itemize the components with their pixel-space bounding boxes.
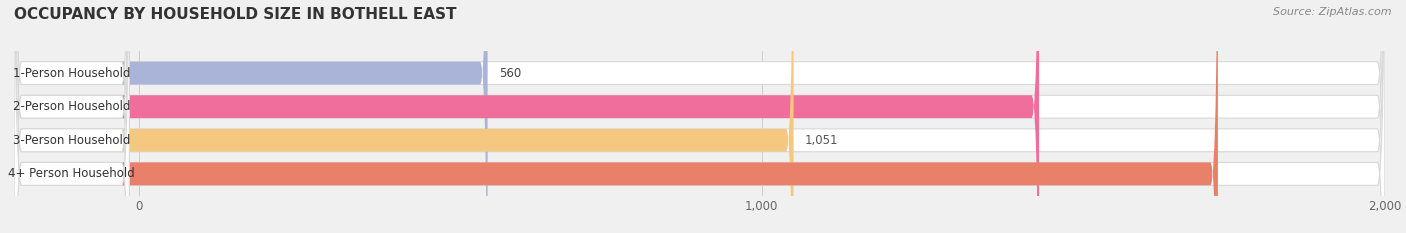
Text: OCCUPANCY BY HOUSEHOLD SIZE IN BOTHELL EAST: OCCUPANCY BY HOUSEHOLD SIZE IN BOTHELL E…	[14, 7, 457, 22]
FancyBboxPatch shape	[14, 0, 1385, 233]
FancyBboxPatch shape	[14, 0, 129, 233]
FancyBboxPatch shape	[14, 0, 1385, 233]
FancyBboxPatch shape	[14, 0, 129, 233]
FancyBboxPatch shape	[14, 0, 1039, 233]
Text: 1,051: 1,051	[804, 134, 838, 147]
FancyBboxPatch shape	[14, 0, 793, 233]
Text: 2-Person Household: 2-Person Household	[13, 100, 131, 113]
Text: 4+ Person Household: 4+ Person Household	[8, 167, 135, 180]
Text: 1,445: 1,445	[1050, 100, 1084, 113]
FancyBboxPatch shape	[14, 0, 1385, 233]
FancyBboxPatch shape	[14, 0, 1218, 233]
Text: Source: ZipAtlas.com: Source: ZipAtlas.com	[1274, 7, 1392, 17]
FancyBboxPatch shape	[14, 0, 1385, 233]
Text: 560: 560	[499, 67, 522, 80]
FancyBboxPatch shape	[14, 0, 129, 233]
FancyBboxPatch shape	[14, 0, 129, 233]
Text: 1,732: 1,732	[1229, 167, 1263, 180]
FancyBboxPatch shape	[14, 0, 488, 233]
Text: 3-Person Household: 3-Person Household	[13, 134, 131, 147]
Text: 1-Person Household: 1-Person Household	[13, 67, 131, 80]
